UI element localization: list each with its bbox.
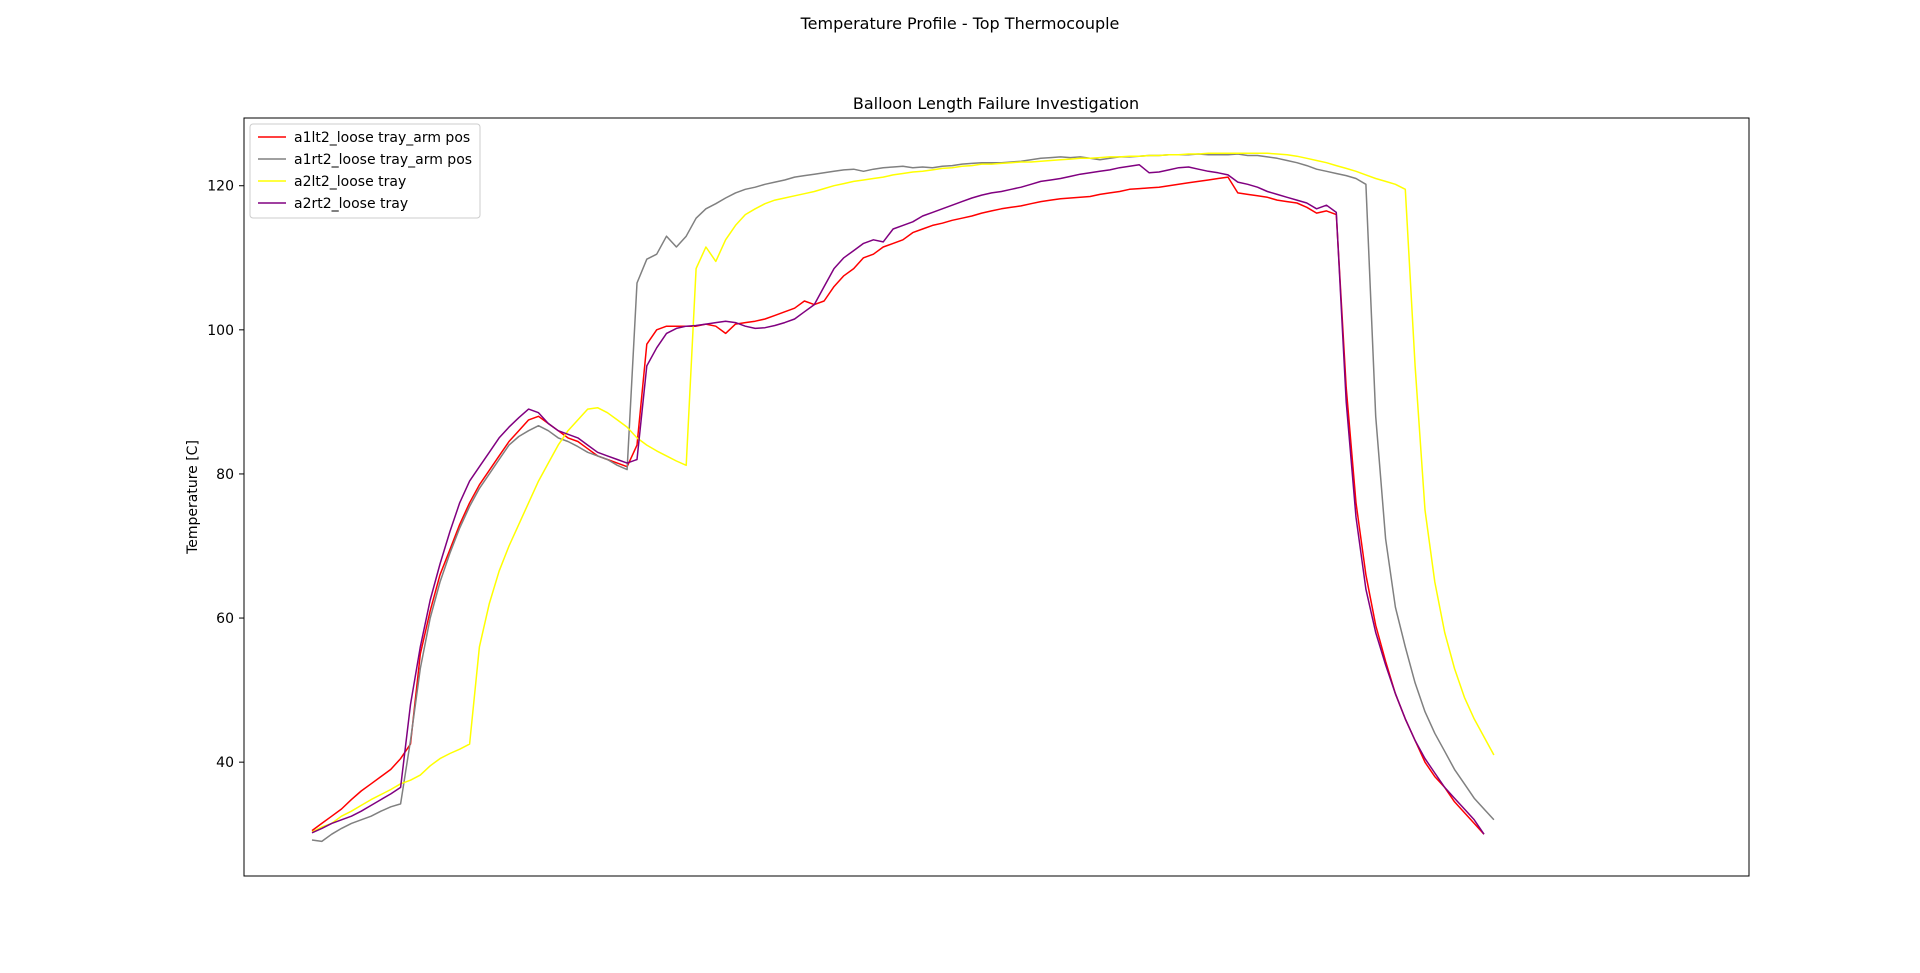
legend-label: a1rt2_loose tray_arm pos <box>294 152 472 168</box>
series-line-1 <box>311 176 1485 835</box>
axes-frame <box>243 117 1750 877</box>
series-line-2 <box>311 153 1495 843</box>
legend: a1lt2_loose tray_arm pos a1rt2_loose tray… <box>249 123 481 219</box>
y-axis-label: Temperature [C] <box>185 440 201 555</box>
y-axis-ticks: 40 60 80 100 120 <box>207 179 244 771</box>
figure-suptitle: Temperature Profile - Top Thermocouple <box>800 14 1120 33</box>
y-tick-label: 60 <box>216 611 234 627</box>
plot-lines <box>311 152 1495 843</box>
y-tick-label: 80 <box>216 467 234 483</box>
y-tick-label: 100 <box>207 323 234 339</box>
legend-label: a2lt2_loose tray <box>294 174 406 190</box>
chart-title: Balloon Length Failure Investigation <box>853 94 1139 113</box>
series-line-3 <box>311 152 1495 833</box>
legend-label: a1lt2_loose tray_arm pos <box>294 130 470 146</box>
legend-label: a2rt2_loose tray <box>294 196 408 212</box>
legend-box <box>249 123 481 219</box>
series-line-4 <box>311 164 1485 835</box>
y-tick-label: 40 <box>216 755 234 771</box>
y-tick-label: 120 <box>207 179 234 195</box>
